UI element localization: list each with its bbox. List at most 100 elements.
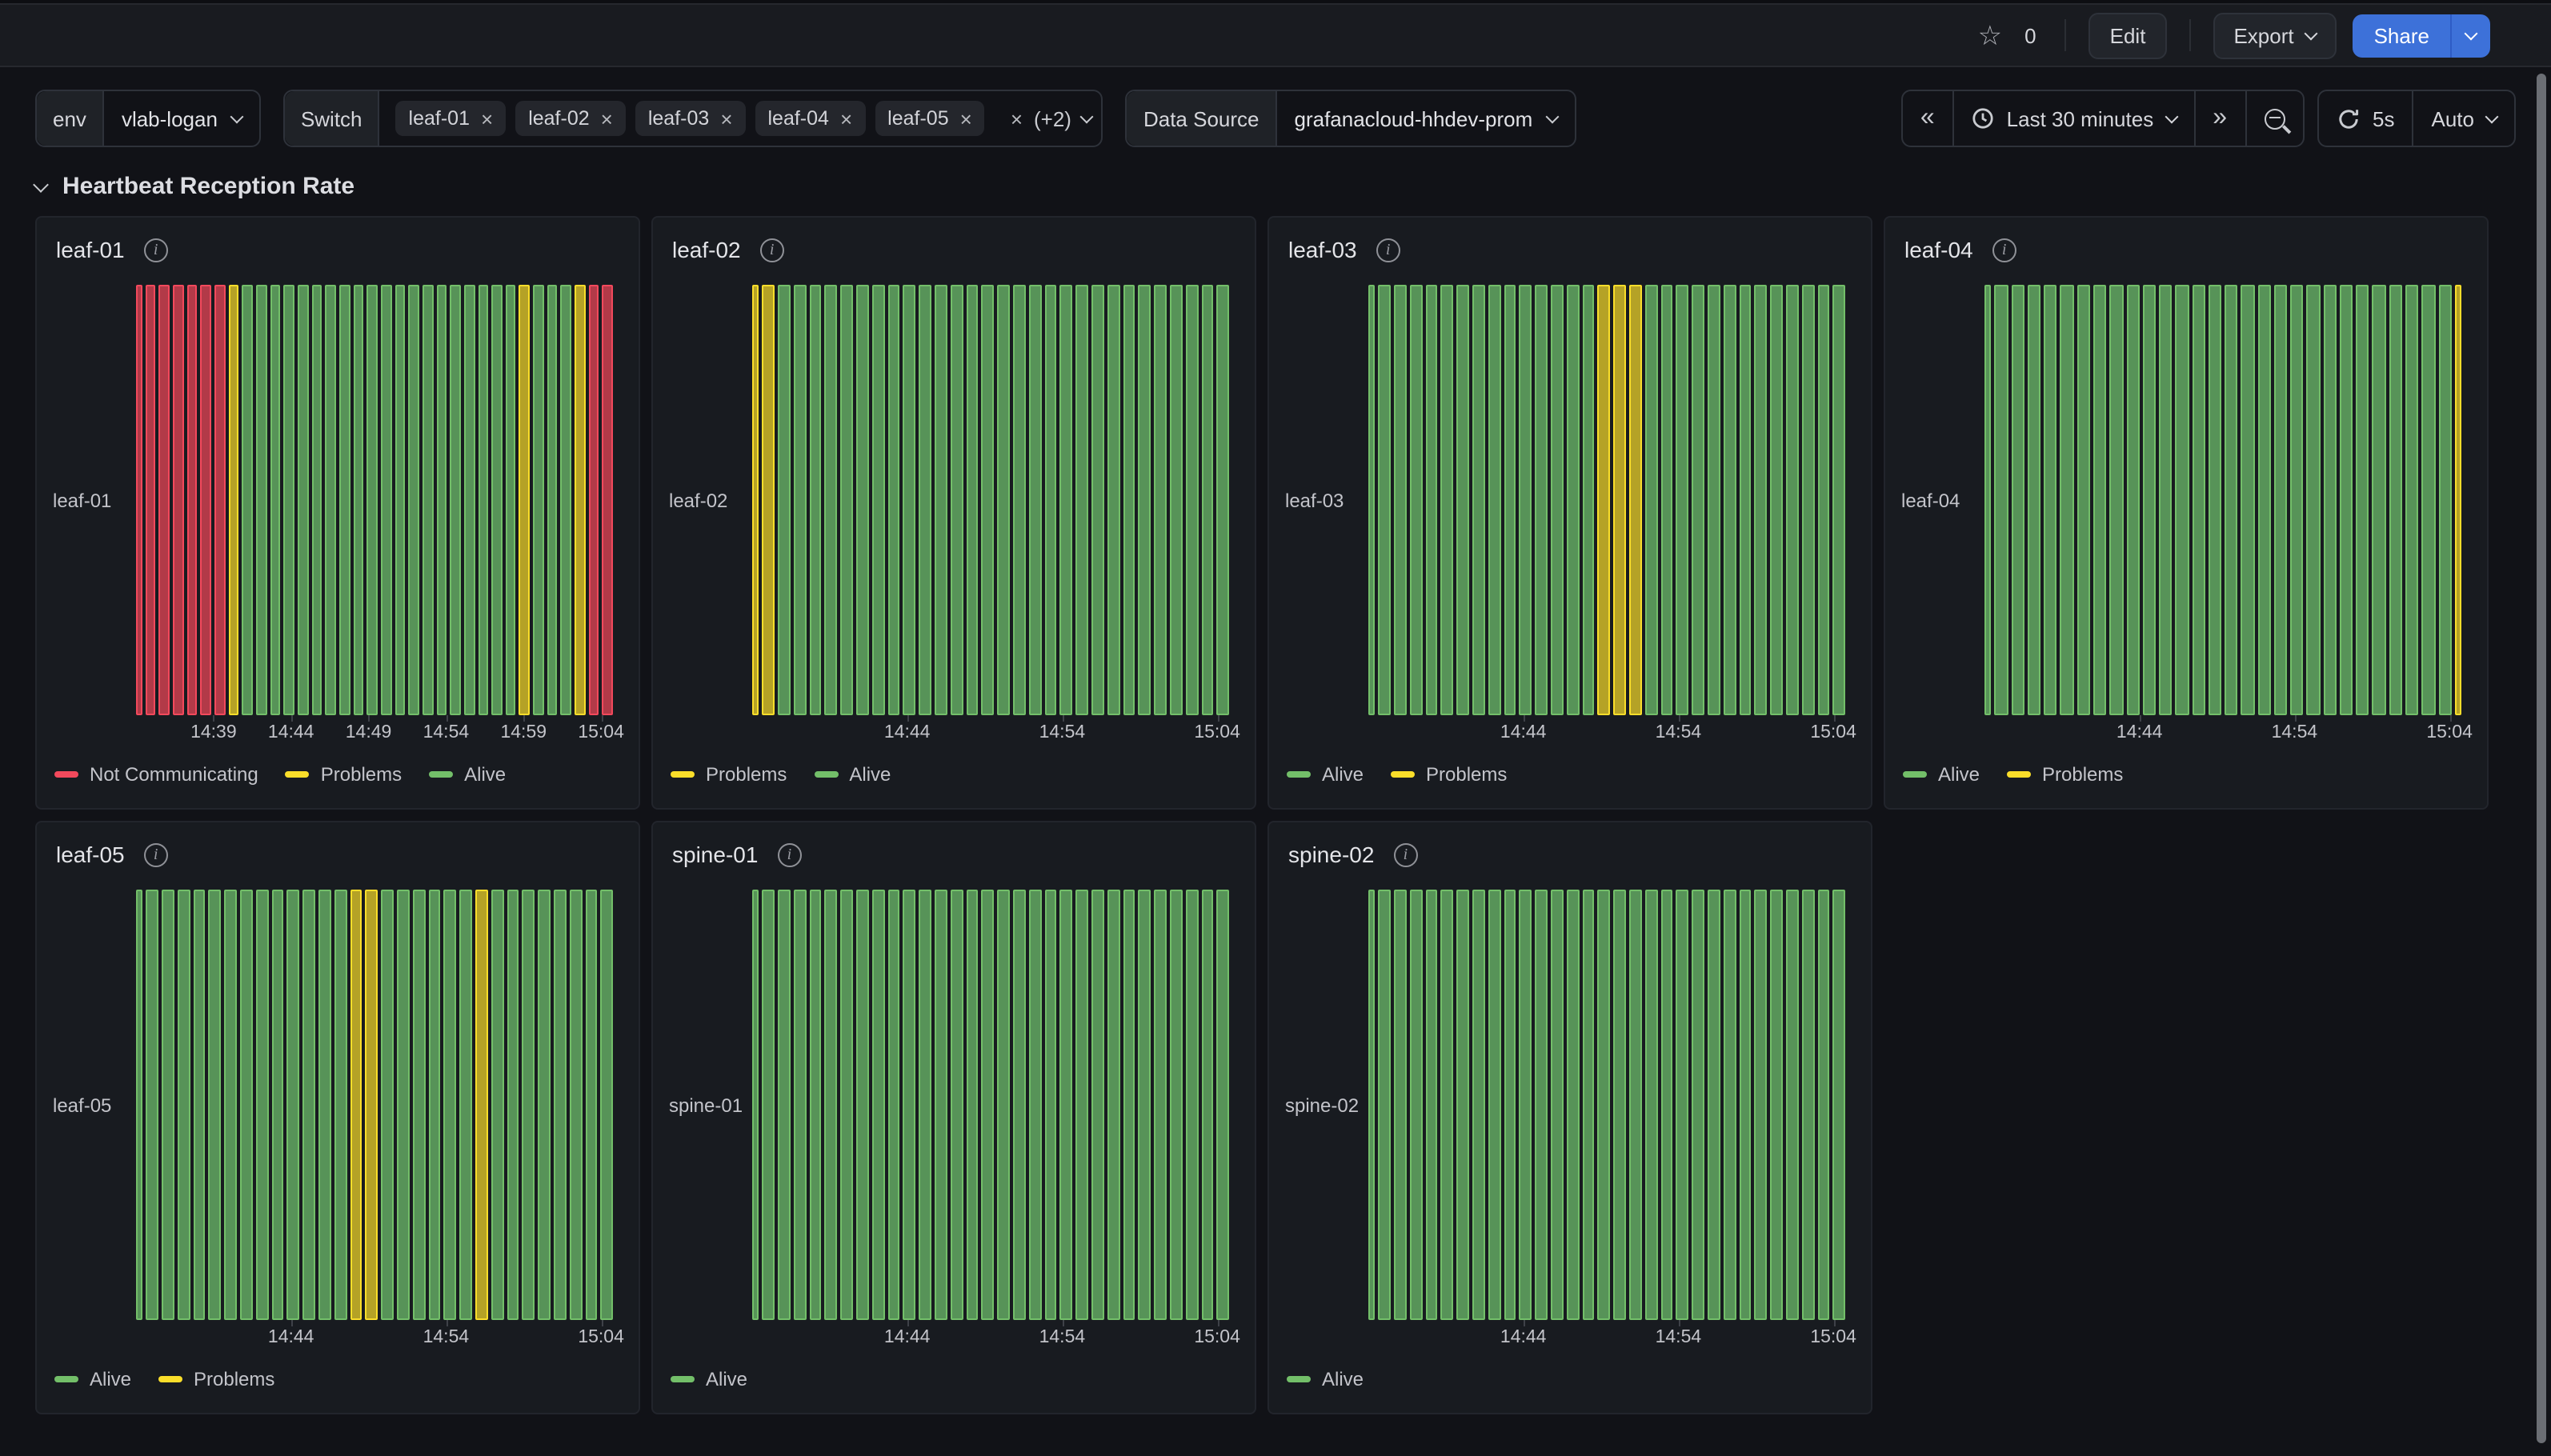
x-tick-label: 15:04 xyxy=(2426,723,2473,742)
legend-item-alive[interactable]: Alive xyxy=(54,1368,131,1390)
panel-legend: Alive Problems xyxy=(1269,754,1871,808)
status-bar-alive xyxy=(2323,285,2337,715)
status-bar-alive xyxy=(1425,285,1438,715)
status-bar-problems xyxy=(475,890,488,1320)
switch-more-select[interactable]: (+2) xyxy=(1001,91,1102,146)
share-button[interactable]: Share xyxy=(2353,14,2450,57)
status-bar-alive xyxy=(935,285,947,715)
filter-chip-leaf-02[interactable]: leaf-02 xyxy=(515,101,626,136)
info-icon[interactable] xyxy=(760,238,784,262)
y-axis-label: spine-02 xyxy=(1285,890,1368,1320)
panel-title[interactable]: leaf-02 xyxy=(672,237,741,262)
status-bar-alive xyxy=(778,890,791,1320)
share-menu-button[interactable] xyxy=(2450,14,2490,57)
x-tick-label: 14:54 xyxy=(1656,723,1702,742)
legend-swatch xyxy=(54,1376,78,1383)
legend-item-alive[interactable]: Alive xyxy=(1287,1368,1364,1390)
remove-chip-icon[interactable] xyxy=(840,108,852,129)
refresh-mode-select[interactable]: Auto xyxy=(2413,91,2515,146)
info-icon[interactable] xyxy=(1992,238,2016,262)
status-bar-alive xyxy=(1786,285,1799,715)
status-bar-alive xyxy=(2257,285,2271,715)
info-icon[interactable] xyxy=(1376,238,1400,262)
status-bar-alive xyxy=(464,285,475,715)
status-bar-alive xyxy=(1598,890,1611,1320)
status-bar-alive xyxy=(339,285,350,715)
legend-item-alive[interactable]: Alive xyxy=(814,763,891,786)
bars xyxy=(136,890,613,1320)
status-bar-alive xyxy=(2274,285,2288,715)
legend-item-problems[interactable]: Problems xyxy=(2007,763,2123,786)
panel-body: leaf-02 14:4414:5415:04 xyxy=(653,272,1255,754)
export-button[interactable]: Export xyxy=(2213,12,2337,58)
status-bar-alive xyxy=(1739,890,1752,1320)
status-bar-alive xyxy=(2028,285,2041,715)
filter-chip-leaf-01[interactable]: leaf-01 xyxy=(396,101,507,136)
zoom-out-button[interactable] xyxy=(2245,91,2302,146)
legend-item-not-communicating[interactable]: Not Communicating xyxy=(54,763,258,786)
status-bar-alive xyxy=(209,890,222,1320)
filter-chip-leaf-03[interactable]: leaf-03 xyxy=(635,101,746,136)
remove-chip-icon[interactable] xyxy=(960,108,972,129)
panel-title[interactable]: leaf-01 xyxy=(56,237,125,262)
info-icon[interactable] xyxy=(144,842,168,866)
status-bar-alive xyxy=(1770,285,1783,715)
row-heartbeat-reception-rate[interactable]: Heartbeat Reception Rate xyxy=(0,147,2551,216)
datasource-variable-select[interactable]: grafanacloud-hhdev-prom xyxy=(1277,91,1575,146)
legend-item-problems[interactable]: Problems xyxy=(286,763,402,786)
time-shift-back-button[interactable] xyxy=(1903,91,1952,146)
status-bar-alive xyxy=(1060,285,1073,715)
panel-title[interactable]: leaf-05 xyxy=(56,842,125,867)
x-tick-label: 15:04 xyxy=(578,723,624,742)
time-range-picker[interactable]: Last 30 minutes xyxy=(1952,91,2194,146)
remove-chip-icon[interactable] xyxy=(601,108,613,129)
filter-chip-leaf-04[interactable]: leaf-04 xyxy=(755,101,866,136)
info-icon[interactable] xyxy=(1393,842,1417,866)
status-bar-not-communicating xyxy=(159,285,170,715)
vertical-scrollbar[interactable] xyxy=(2537,74,2546,1443)
filter-chip-leaf-05[interactable]: leaf-05 xyxy=(875,101,985,136)
time-shift-forward-button[interactable] xyxy=(2193,91,2245,146)
legend-item-problems[interactable]: Problems xyxy=(158,1368,274,1390)
env-variable-select[interactable]: vlab-logan xyxy=(104,91,259,146)
status-bar-alive xyxy=(1551,285,1564,715)
star-icon[interactable] xyxy=(1978,22,2003,49)
legend-item-alive[interactable]: Alive xyxy=(429,763,506,786)
status-bar-alive xyxy=(2044,285,2057,715)
x-tick-label: 14:44 xyxy=(884,1328,931,1347)
edit-button[interactable]: Edit xyxy=(2089,12,2167,58)
panel-title[interactable]: spine-02 xyxy=(1288,842,1374,867)
status-bar-alive xyxy=(809,285,822,715)
info-icon[interactable] xyxy=(144,238,168,262)
status-bar-alive xyxy=(1984,285,1992,715)
bars xyxy=(752,890,1229,1320)
legend-item-alive[interactable]: Alive xyxy=(1287,763,1364,786)
remove-chip-icon[interactable] xyxy=(481,108,493,129)
status-bar-alive xyxy=(224,890,237,1320)
chevron-down-icon xyxy=(2305,26,2318,40)
refresh-button[interactable]: 5s xyxy=(2318,91,2412,146)
bars xyxy=(1368,285,1845,715)
clear-all-icon[interactable] xyxy=(1011,108,1023,129)
legend-item-alive[interactable]: Alive xyxy=(1903,763,1980,786)
status-bar-alive xyxy=(1995,285,2008,715)
panel-title[interactable]: leaf-03 xyxy=(1288,237,1357,262)
legend-item-alive[interactable]: Alive xyxy=(671,1368,747,1390)
panel-title[interactable]: leaf-04 xyxy=(1904,237,1973,262)
remove-chip-icon[interactable] xyxy=(720,108,732,129)
info-icon[interactable] xyxy=(777,842,801,866)
panel-leaf-05: leaf-05 leaf-05 14:4414:5415:04 AlivePro… xyxy=(35,821,640,1414)
panel-legend: Alive xyxy=(1269,1358,1871,1413)
status-bar-alive xyxy=(436,285,447,715)
status-bar-alive xyxy=(287,890,300,1320)
panel-spine-01: spine-01 spine-01 14:4414:5415:04 Alive xyxy=(651,821,1256,1414)
panel-title[interactable]: spine-01 xyxy=(672,842,758,867)
legend-item-problems[interactable]: Problems xyxy=(671,763,787,786)
status-bar-problems xyxy=(752,285,759,715)
legend-item-problems[interactable]: Problems xyxy=(1391,763,1507,786)
status-bar-alive xyxy=(2109,285,2123,715)
status-bar-alive xyxy=(162,890,174,1320)
status-bar-alive xyxy=(1551,890,1564,1320)
status-bar-alive xyxy=(1107,890,1119,1320)
legend-label: Problems xyxy=(194,1368,274,1390)
